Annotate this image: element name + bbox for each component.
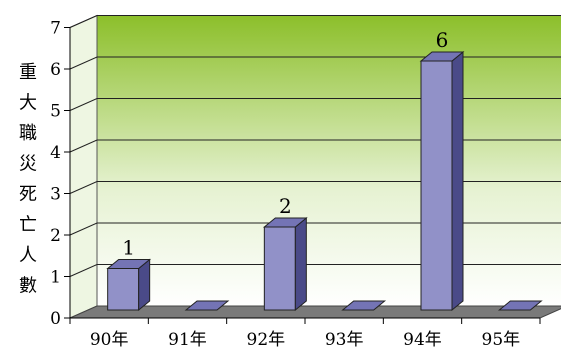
y-tick-label: 7 bbox=[50, 19, 61, 39]
y-axis-label-char: 人 bbox=[19, 245, 37, 266]
x-tick-label: 93年 bbox=[325, 330, 364, 350]
gridline bbox=[69, 181, 561, 194]
data-label: 2 bbox=[279, 194, 292, 218]
y-tick-label: 5 bbox=[50, 102, 61, 122]
bar-side bbox=[451, 50, 464, 312]
y-axis-label-char: 亡 bbox=[19, 215, 37, 236]
data-label: 6 bbox=[436, 28, 449, 52]
y-tick-label: 3 bbox=[50, 185, 61, 205]
x-tick-label: 94年 bbox=[403, 330, 442, 350]
bar-front bbox=[420, 60, 453, 311]
gridline bbox=[69, 139, 561, 153]
y-axis-label-char: 重 bbox=[19, 62, 37, 83]
left-wall bbox=[69, 14, 98, 319]
x-tick-label: 91年 bbox=[168, 330, 207, 350]
y-tick-label: 0 bbox=[50, 309, 61, 329]
data-label: 1 bbox=[122, 236, 135, 260]
bar-93年 bbox=[341, 300, 387, 311]
gridline bbox=[69, 98, 561, 111]
bar-front bbox=[263, 226, 296, 311]
y-tick-label: 1 bbox=[50, 268, 61, 288]
axes bbox=[64, 27, 541, 324]
data-labels: 1 2 6 bbox=[122, 28, 448, 260]
y-tick-label: 4 bbox=[50, 143, 61, 163]
bar-top bbox=[419, 51, 465, 62]
bar-top bbox=[341, 300, 387, 311]
x-tick-label: 95年 bbox=[482, 330, 521, 350]
bar-top bbox=[497, 300, 543, 311]
bar-94年 bbox=[419, 50, 465, 312]
bar-top bbox=[184, 300, 230, 311]
x-tick-label: 92年 bbox=[247, 330, 286, 350]
y-axis-label-char: 死 bbox=[19, 184, 37, 205]
gridline bbox=[69, 222, 561, 236]
back-wall bbox=[96, 15, 561, 307]
bar-91年 bbox=[184, 300, 230, 311]
y-axis-label-char: 大 bbox=[19, 93, 37, 114]
gridline bbox=[69, 56, 561, 70]
bar-top bbox=[106, 259, 152, 269]
floor bbox=[69, 305, 561, 319]
x-tick-label: 90年 bbox=[90, 330, 129, 350]
y-tick-label: 2 bbox=[50, 226, 61, 246]
bar-90年 bbox=[106, 258, 152, 312]
gridlines bbox=[69, 15, 561, 277]
gridline bbox=[69, 15, 561, 28]
x-tick-labels: 90年 91年 92年 93年 94年 95年 bbox=[90, 330, 520, 350]
bar-92年 bbox=[262, 216, 308, 312]
bars bbox=[106, 50, 543, 312]
bar-front bbox=[107, 268, 140, 311]
y-axis-label-char: 災 bbox=[19, 154, 37, 175]
y-tick-label: 6 bbox=[50, 60, 61, 80]
y-axis-label-char: 數 bbox=[19, 276, 37, 297]
y-axis-label-char: 職 bbox=[19, 123, 37, 144]
bar-top bbox=[262, 217, 308, 228]
bar-side bbox=[294, 216, 307, 312]
gridline bbox=[69, 264, 561, 277]
y-tick-labels: 0 1 2 3 4 5 6 7 bbox=[50, 19, 61, 330]
bar-95年 bbox=[497, 300, 543, 311]
